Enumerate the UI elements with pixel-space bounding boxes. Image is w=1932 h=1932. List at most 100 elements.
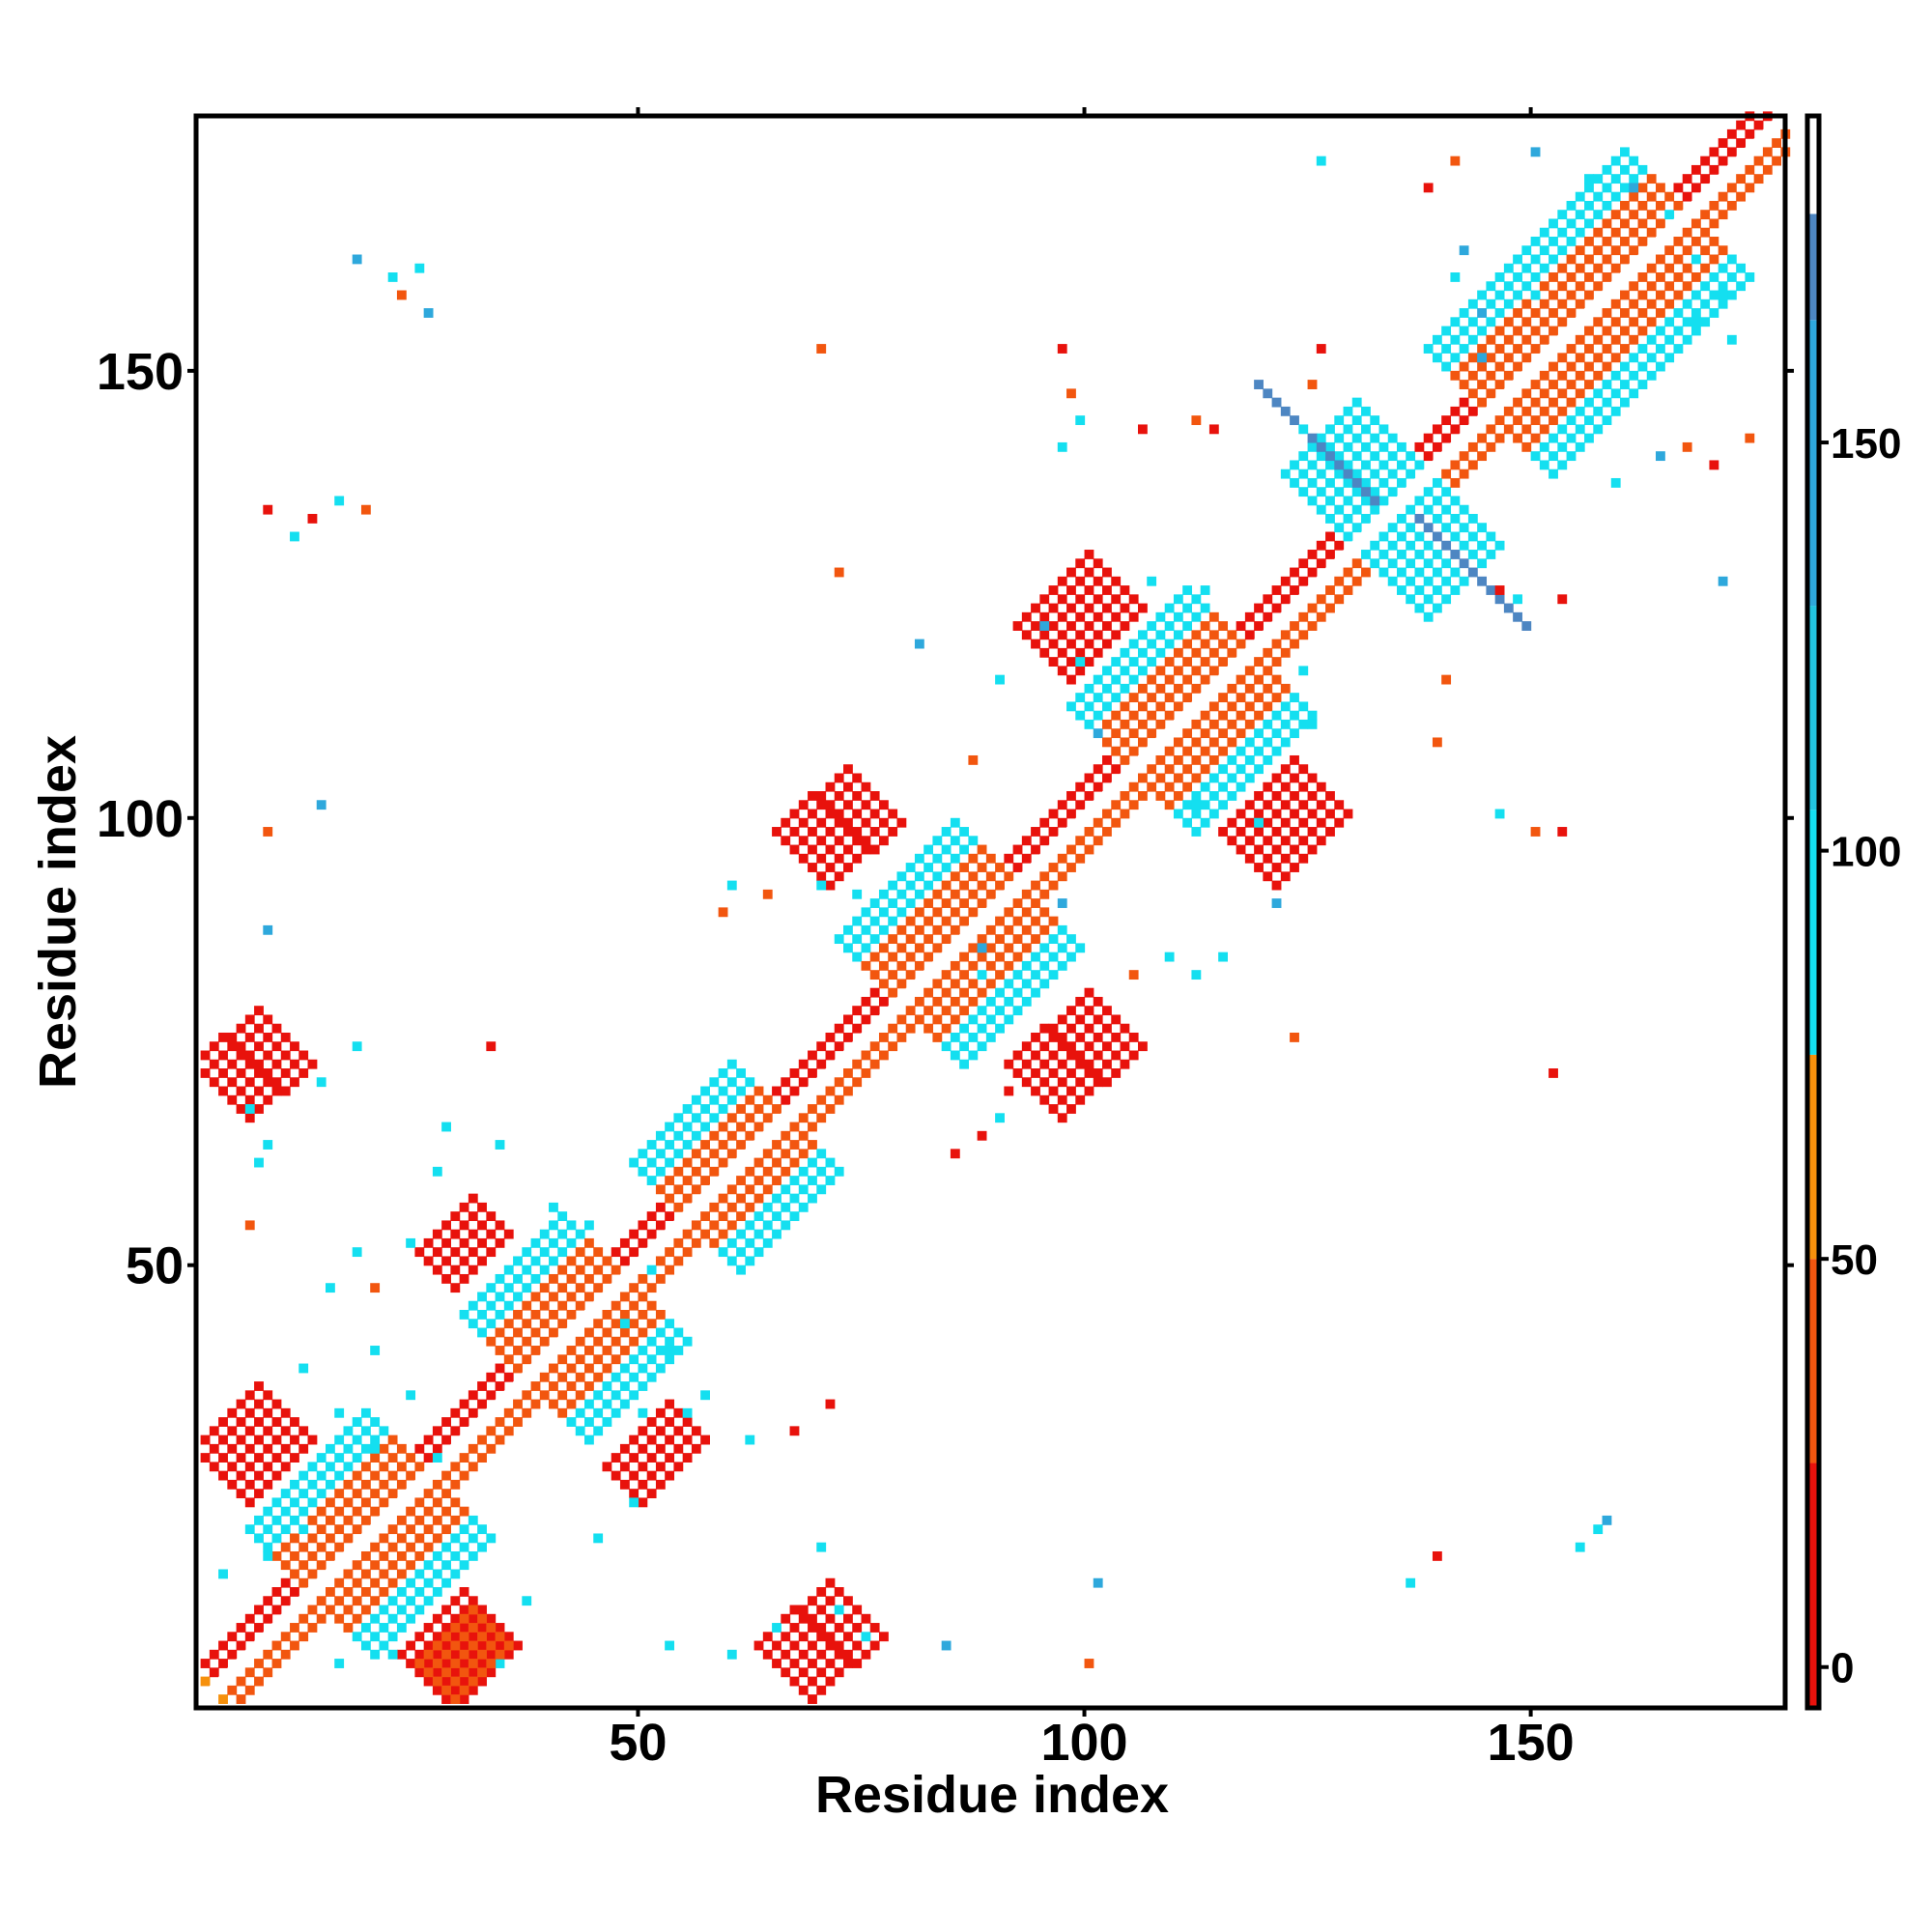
heatmap-cell [1102,701,1112,712]
heatmap-cell [486,1632,497,1642]
heatmap-cell [334,1542,345,1552]
heatmap-cell [1467,531,1478,542]
heatmap-cell [852,1077,863,1088]
heatmap-cell [254,1533,264,1544]
heatmap-cell [923,934,934,945]
heatmap-cell [638,1237,648,1248]
heatmap-cell [1012,880,1023,891]
heatmap-cell [1396,441,1406,452]
heatmap-cell [995,970,1005,980]
heatmap-cell [646,1435,657,1445]
heatmap-cell [852,916,863,926]
heatmap-cell [709,1184,720,1195]
heatmap-cell [360,1462,371,1472]
heatmap-cell [459,1605,469,1615]
heatmap-cell [450,1640,461,1651]
heatmap-cell [673,1327,684,1338]
heatmap-cell [566,1327,577,1338]
heatmap-cell [1602,326,1612,336]
heatmap-cell [1271,809,1282,819]
heatmap-cell [1048,621,1059,631]
heatmap-cell [700,1122,710,1132]
heatmap-cell [808,1193,817,1204]
heatmap-cell [1602,380,1612,389]
y-axis-label: Residue index [29,735,87,1089]
heatmap-cell [1325,585,1335,595]
heatmap-cell [1477,540,1488,551]
heatmap-cell [673,1462,684,1472]
heatmap-cell [1093,576,1103,586]
heatmap-cell [1147,576,1157,586]
heatmap-cell [798,1632,809,1642]
heatmap-cell [726,1184,737,1195]
heatmap-cell [878,960,889,971]
heatmap-cell [441,1685,451,1695]
heatmap-cell [1423,523,1434,533]
heatmap-cell [691,1220,701,1231]
heatmap-cell [1370,415,1380,426]
heatmap-cell [432,1515,442,1525]
heatmap-cell [1191,800,1202,810]
heatmap-cell [825,1032,836,1042]
heatmap-cell [1396,460,1406,470]
heatmap-cell [1548,308,1558,318]
heatmap-cell [513,1310,523,1320]
heatmap-cell [995,863,1005,872]
heatmap-cell [843,1632,853,1642]
heatmap-cell [1244,800,1255,810]
heatmap-cell [995,952,1005,962]
heatmap-cell [977,916,987,926]
heatmap-cell [1048,863,1059,872]
heatmap-cell [638,1220,648,1231]
heatmap-cell [1298,469,1309,479]
heatmap-cell [459,1613,469,1624]
heatmap-cell [1361,514,1371,524]
heatmap-cell [808,1676,817,1687]
heatmap-cell [459,1237,469,1248]
heatmap-cell [1334,558,1345,569]
heatmap-cell [745,1077,755,1088]
heatmap-cell [772,1086,781,1096]
heatmap-cell [1208,791,1219,801]
heatmap-cell [1629,156,1639,166]
heatmap-cell [1656,236,1665,246]
heatmap-cell [1298,781,1309,792]
heatmap-cell [280,1542,291,1552]
heatmap-cell [861,1032,871,1042]
heatmap-cell [584,1292,594,1302]
heatmap-cell [1227,817,1237,828]
heatmap-cell [1200,781,1210,792]
heatmap-cell [244,1443,255,1454]
heatmap-cell [1280,764,1291,775]
heatmap-cell [1004,907,1014,918]
heatmap-cell [1173,594,1183,605]
heatmap-cell [1548,344,1558,354]
heatmap-cell [959,1023,969,1034]
heatmap-cell [1521,406,1532,416]
heatmap-cell [423,1237,434,1248]
heatmap-cell [1351,487,1362,497]
heatmap-cell [1548,326,1558,336]
heatmap-cell [1137,424,1148,435]
heatmap-cell [1361,531,1371,542]
heatmap-cell [566,1381,577,1391]
heatmap-cell [1521,370,1532,381]
heatmap-cell [781,1094,791,1105]
heatmap-cell [1164,621,1175,631]
heatmap-cell [307,1515,318,1525]
heatmap-cell [655,1327,666,1338]
heatmap-cell [290,1453,299,1463]
heatmap-cell [619,1399,630,1409]
heatmap-cell [396,1479,407,1490]
heatmap-cell [861,1613,871,1624]
heatmap-cell [1182,657,1193,667]
heatmap-cell [370,1283,381,1293]
heatmap-cell [950,836,960,846]
heatmap-cell [1254,674,1264,685]
heatmap-cell [1414,514,1425,524]
heatmap-cell [950,960,960,971]
heatmap-cell [227,1041,238,1052]
heatmap-cell [1031,952,1040,962]
heatmap-cell [298,1560,309,1571]
heatmap-cell [1307,791,1318,801]
